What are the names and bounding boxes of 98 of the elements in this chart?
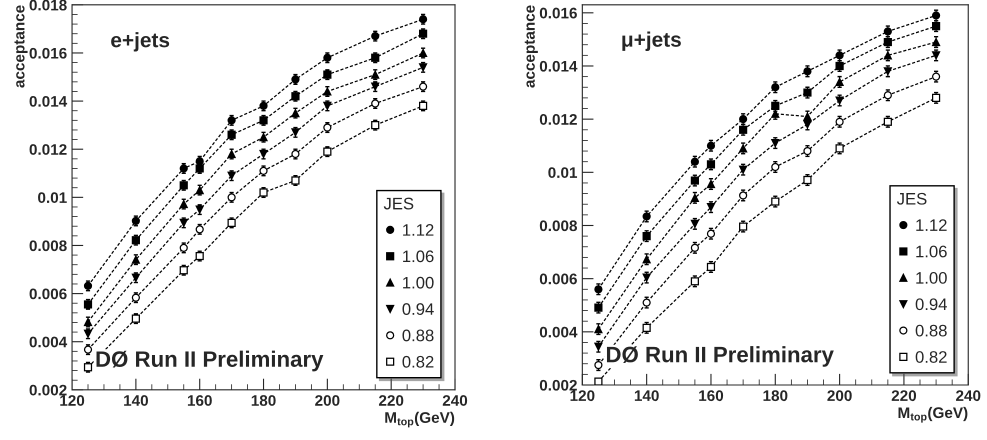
x-tick-label: 180 [764,390,788,402]
y-tick-label: 0.018 [30,0,67,11]
point [884,91,892,100]
legend-title: JES [384,198,414,210]
annotation: DØ Run II Preliminary [606,346,834,367]
y-tick-label: 0.012 [540,114,577,125]
point [803,176,812,184]
y-tick-label: 0.006 [540,274,577,284]
point [884,118,892,126]
point [642,255,651,264]
point [771,162,780,172]
point [771,197,780,206]
x-tick-label: 200 [827,390,852,402]
point [706,262,716,272]
legend-label: 1.06 [403,250,434,262]
point [706,203,716,212]
y-tick-label: 0.006 [30,288,67,300]
point [594,377,603,385]
point [739,166,748,174]
x-tick-label: 140 [634,390,659,402]
point [739,144,748,152]
y-tick-label: 0.008 [540,220,578,232]
x-tick-label: 180 [252,395,276,406]
point [690,158,699,166]
y-tick-label: 0.01 [548,167,578,178]
point [706,180,716,188]
legend-label: 0.94 [402,303,434,315]
point [690,194,699,202]
x-axis-title: M$_{top}$(GeV) [898,406,968,423]
point [739,191,748,200]
x-tick-label: 160 [699,390,724,402]
x-tick-label: 220 [378,395,404,406]
point [706,230,716,238]
y-tick-label: 0.016 [540,8,577,18]
legend-label: 1.12 [916,219,947,231]
point [642,274,651,282]
point [594,304,603,312]
point [771,83,780,92]
point [690,277,699,286]
point [803,88,812,97]
point [642,232,651,240]
point [594,285,603,294]
legend-label: 0.88 [402,330,434,342]
legend-title: JES [896,192,926,205]
point [706,160,716,168]
point [836,118,844,126]
point [706,142,716,150]
point [932,94,940,102]
x-tick-label: 160 [188,395,212,406]
y-tick-label: 0.004 [540,326,578,338]
point [642,212,651,221]
point [690,220,699,228]
x-tick-label: 120 [60,395,84,406]
x-tick-label: 140 [124,395,148,406]
legend-label: 0.82 [916,351,947,363]
annotation: μ+jets [622,32,681,51]
y-tick-label: 0.004 [30,336,68,348]
legend-label: 0.82 [402,356,434,368]
point [594,360,603,370]
legend-label: 0.88 [916,324,947,337]
annotation: e+jets [111,32,170,52]
point [594,325,603,334]
x-tick-label: 200 [315,395,340,406]
y-tick-label: 0.014 [540,60,578,72]
x-tick-label: 240 [442,395,468,406]
legend-label: 1.00 [403,276,434,289]
legend-label: 1.06 [916,246,947,258]
point [594,342,603,351]
point [771,138,780,148]
point [642,324,651,332]
legend-label: 0.94 [916,298,947,310]
y-tick-label: 0.01 [38,192,67,204]
y-axis-title: acceptance [14,5,28,88]
point [642,298,651,307]
point [836,96,844,105]
y-axis-title: acceptance [524,5,538,88]
x-tick-label: 120 [570,390,594,402]
point [803,67,812,76]
x-axis-title: M$_{top}$(GeV) [385,412,454,428]
y-tick-label: 0.002 [540,380,577,391]
point [803,146,812,156]
x-tick-label: 220 [892,390,916,402]
point [739,222,748,231]
annotation: DØ Run II Preliminary [96,350,324,372]
legend-label: 1.00 [916,272,947,284]
x-tick-label: 240 [956,390,980,402]
y-tick-label: 0.008 [30,240,67,252]
point [932,72,940,81]
y-tick-label: 0.002 [30,384,67,396]
point [884,67,892,76]
point [836,144,844,152]
point [690,244,699,252]
point [836,78,844,86]
y-tick-label: 0.016 [30,48,67,59]
y-tick-label: 0.014 [30,96,68,107]
y-tick-label: 0.012 [30,144,67,155]
legend-label: 1.12 [403,224,434,236]
point [690,176,699,185]
